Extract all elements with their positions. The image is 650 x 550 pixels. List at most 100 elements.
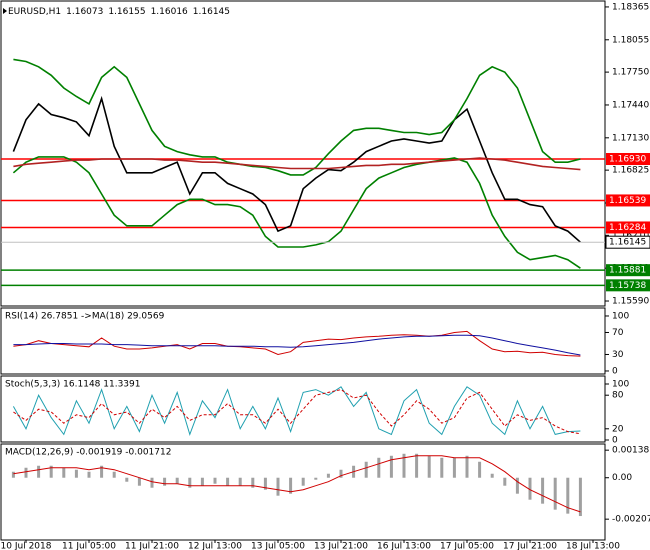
macd-bar	[175, 477, 179, 484]
macd-bar	[566, 477, 570, 514]
macd-bar	[339, 469, 343, 478]
series-line	[12, 156, 581, 269]
x-tick-label: 13 Jul 05:00	[251, 542, 305, 550]
macd-bar	[578, 477, 582, 517]
macd-bar	[389, 455, 393, 478]
level-label: 1.15738	[609, 281, 646, 291]
macd-bar	[238, 477, 242, 486]
ohlc-value: 1.16016	[151, 7, 188, 17]
macd-bar	[263, 477, 267, 490]
macd-bar	[528, 477, 532, 500]
macd-bar	[289, 477, 293, 494]
macd-bar	[326, 473, 330, 478]
panel-frame	[0, 375, 606, 443]
ohlc-value: 1.16073	[66, 7, 103, 17]
macd-bar	[137, 477, 141, 486]
panel-title: MACD(12,26,9) -0.001919 -0.001712	[5, 448, 171, 458]
macd-bar	[465, 455, 469, 478]
macd-bar	[87, 471, 91, 478]
x-tick-label: 11 Jul 21:00	[125, 542, 179, 550]
y-tick-label: 20	[612, 424, 624, 434]
panel-frame	[0, 0, 606, 307]
x-tick-label: 12 Jul 13:00	[188, 542, 242, 550]
y-tick-label: 1.18055	[612, 35, 649, 45]
ohlc-value: 1.16155	[108, 7, 145, 17]
level-label: 1.16930	[609, 155, 646, 165]
panel-title: Stoch(5,3,3) 16.1148 11.3391	[5, 380, 140, 390]
x-tick-label: 13 Jul 21:00	[314, 542, 368, 550]
macd-bar	[112, 471, 116, 478]
panel-frame	[0, 443, 606, 541]
title-arrow	[3, 8, 7, 14]
macd-bar	[314, 477, 318, 480]
macd-bar	[200, 477, 204, 486]
level-label-box	[606, 221, 650, 234]
macd-bar	[377, 457, 381, 478]
level-label-box	[606, 279, 650, 292]
macd-bar	[100, 465, 104, 478]
y-tick-label: 1.16825	[612, 166, 649, 176]
series-line	[13, 157, 581, 171]
level-label: 1.15881	[609, 266, 646, 276]
ohlc-value: 1.16145	[193, 7, 230, 17]
y-tick-label: 1.17130	[612, 133, 649, 143]
x-tick-label: 11 Jul 05:00	[62, 542, 116, 550]
x-tick-label: 17 Jul 21:00	[503, 542, 557, 550]
macd-bar	[503, 477, 507, 486]
macd-bar	[364, 461, 368, 478]
y-tick-label: 0	[612, 366, 618, 376]
macd-bar	[490, 473, 494, 478]
macd-bar	[62, 467, 66, 478]
level-label: 1.16284	[609, 223, 646, 233]
x-tick-label: 18 Jul 13:00	[566, 542, 620, 550]
macd-bar	[150, 477, 154, 488]
macd-bar	[11, 471, 15, 478]
y-tick-label: 0	[612, 435, 618, 445]
y-tick-label: 1.15590	[612, 297, 649, 307]
macd-bar	[452, 457, 456, 478]
y-tick-label: 70	[612, 328, 624, 338]
series-line	[13, 334, 581, 356]
y-tick-label: 100	[612, 380, 629, 390]
macd-bar	[515, 477, 519, 494]
macd-bar	[163, 477, 167, 486]
macd-bar	[402, 453, 406, 478]
macd-bar	[37, 465, 41, 478]
series-line	[13, 58, 581, 176]
macd-bar	[251, 477, 255, 488]
level-label-box	[606, 194, 650, 207]
last-price-box	[605, 235, 650, 249]
macd-bar	[427, 455, 431, 478]
macd-bar	[213, 477, 217, 484]
x-tick-label: 17 Jul 05:00	[440, 542, 494, 550]
panel-title: EURUSD,H1 1.16073 1.16155 1.16016 1.16145	[8, 7, 230, 17]
y-tick-label: 1.18365	[612, 2, 649, 12]
macd-bar	[226, 477, 230, 486]
macd-bar	[188, 477, 192, 488]
macd-bar	[24, 467, 28, 478]
series-line	[12, 95, 581, 243]
y-tick-label: -0.002076	[612, 515, 650, 525]
level-label-box	[606, 153, 650, 166]
last-price-label: 1.16145	[609, 238, 646, 248]
macd-bar	[415, 453, 419, 478]
level-label-box	[606, 264, 650, 277]
panel-title: RSI(14) 26.7851 ->MA(18) 29.0569	[5, 312, 165, 322]
y-tick-label: 0.00	[612, 473, 632, 483]
macd-bar	[301, 477, 305, 486]
macd-bar	[541, 477, 545, 504]
macd-bar	[478, 461, 482, 478]
y-tick-label: 100	[612, 311, 629, 321]
y-tick-label: 80	[612, 391, 624, 401]
y-tick-label: 0.001381	[612, 446, 650, 456]
y-tick-label: 1.17750	[612, 68, 649, 78]
series-line	[13, 389, 581, 435]
y-tick-label: 30	[612, 350, 624, 360]
y-tick-label: 1.17440	[612, 100, 649, 110]
x-tick-label: 10 Jul 2018	[1, 542, 52, 550]
level-label: 1.16539	[609, 196, 646, 206]
macd-bar	[276, 477, 280, 496]
macd-bar	[74, 469, 78, 478]
macd-bar	[49, 465, 53, 478]
